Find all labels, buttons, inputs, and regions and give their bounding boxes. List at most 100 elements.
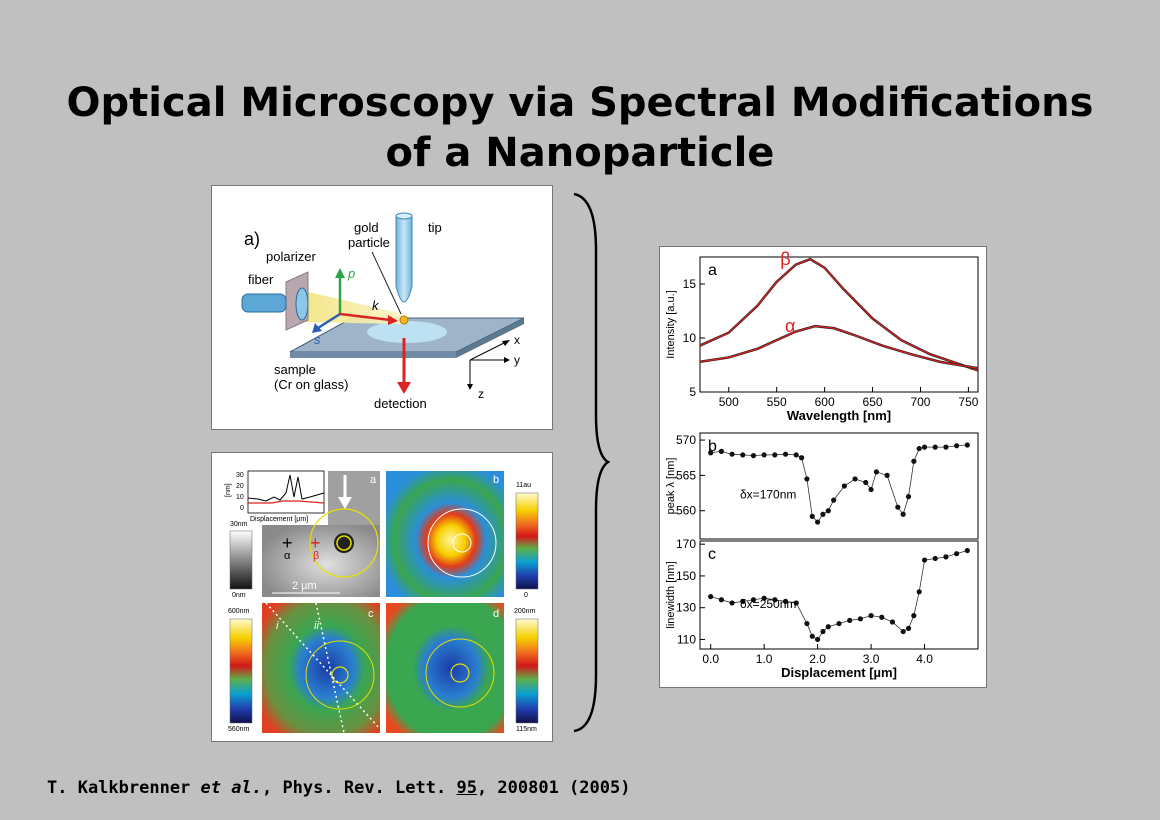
colorbar-a: 30nm 0nm bbox=[229, 521, 253, 599]
svg-text:600nm: 600nm bbox=[228, 608, 250, 615]
plot-c-point bbox=[943, 554, 949, 560]
svg-text:s: s bbox=[314, 332, 321, 347]
plot-a-xtick-label: 550 bbox=[767, 395, 787, 409]
plot-b-point bbox=[916, 445, 922, 452]
svg-text:β: β bbox=[313, 550, 319, 562]
plot-b-point bbox=[825, 508, 831, 514]
plot-b-frame bbox=[699, 432, 979, 540]
scan-maps-figure: [nm] 30 20 10 0 Displacement [µm] + α + … bbox=[211, 452, 553, 742]
svg-text:α: α bbox=[284, 550, 291, 562]
map-d-linewidth: d bbox=[386, 603, 504, 733]
plot-c-point bbox=[905, 625, 912, 631]
colorbar-b: 11au 0 bbox=[515, 482, 539, 599]
gold-particle bbox=[399, 315, 409, 325]
plot-a-label: a bbox=[708, 262, 717, 279]
svg-text:[nm]: [nm] bbox=[225, 483, 232, 497]
k-vector bbox=[339, 312, 391, 322]
map-b-intensity: b bbox=[386, 471, 504, 597]
plot-b-point bbox=[772, 452, 778, 458]
label-gold: gold bbox=[354, 220, 379, 235]
plot-c-point bbox=[782, 598, 789, 604]
scan-maps: [nm] 30 20 10 0 Displacement [µm] + α + … bbox=[225, 470, 539, 734]
plot-b-point bbox=[900, 511, 906, 517]
svg-text:115nm: 115nm bbox=[516, 726, 537, 733]
svg-text:p: p bbox=[347, 266, 355, 281]
inset-height-profile: [nm] 30 20 10 0 Displacement [µm] bbox=[225, 470, 325, 523]
line-ii bbox=[315, 602, 345, 734]
plot-b-point bbox=[718, 448, 724, 454]
colorbar-d: 200nm 115nm bbox=[514, 608, 539, 733]
plot-a-series-label-0: β bbox=[780, 249, 790, 269]
svg-text:Displacement [µm]: Displacement [µm] bbox=[250, 516, 308, 523]
plot-c-point bbox=[921, 557, 928, 563]
plot-c-ylabel: linewidth [nm] bbox=[665, 561, 677, 628]
svg-text:i: i bbox=[276, 620, 279, 632]
plot-c-point bbox=[847, 617, 853, 624]
plot-b-point bbox=[809, 513, 815, 519]
plot-c-ytick-label: 170 bbox=[676, 537, 696, 551]
plot-c-point bbox=[718, 597, 724, 603]
label-sample: sample bbox=[274, 362, 316, 377]
citation: T. Kalkbrenner et al., Phys. Rev. Lett. … bbox=[47, 778, 631, 798]
fiber-lens bbox=[295, 287, 309, 321]
setup-schematic-figure: a) gold particle tip polarizer fiber p k… bbox=[211, 185, 553, 430]
plot-a-series-label-1: α bbox=[785, 316, 795, 336]
plot-b-point bbox=[761, 452, 767, 458]
svg-text:x: x bbox=[514, 333, 520, 347]
probe-tip bbox=[395, 215, 413, 303]
svg-text:0: 0 bbox=[240, 505, 244, 512]
plot-b-point bbox=[740, 452, 746, 458]
spectral-plots-figure: a 5 10 15 500 550 600 650 700 750 Intensity [a.u.]… bbox=[659, 246, 987, 688]
plot-a-xlabel: Wavelength [nm] bbox=[787, 408, 891, 423]
plot-a-fit-1 bbox=[699, 325, 979, 369]
label-particle: particle bbox=[348, 235, 390, 250]
svg-text:0: 0 bbox=[524, 592, 528, 599]
setup-panel-label: a) bbox=[244, 229, 260, 249]
plot-a-xtick-label: 500 bbox=[719, 395, 739, 409]
plot-c-point bbox=[772, 597, 778, 603]
setup-schematic: a) gold particle tip polarizer fiber p k… bbox=[241, 212, 525, 411]
slide-title: Optical Microscopy via Spectral Modifica… bbox=[66, 80, 1094, 176]
plot-b-point bbox=[964, 442, 970, 448]
svg-text:200nm: 200nm bbox=[514, 608, 536, 615]
s-vector bbox=[317, 312, 341, 330]
label-polarizer: polarizer bbox=[266, 249, 317, 264]
plot-b-point bbox=[841, 483, 847, 489]
plot-c-xtick-label: 0.0 bbox=[702, 652, 719, 666]
plot-c-point bbox=[825, 624, 831, 630]
plot-a-fit-0 bbox=[699, 258, 979, 372]
plot-a-xtick-label: 650 bbox=[863, 395, 883, 409]
axis-x bbox=[469, 341, 507, 361]
plot-b-point bbox=[884, 472, 890, 478]
light-beam bbox=[300, 290, 402, 324]
plot-c-frame bbox=[699, 540, 979, 650]
svg-text:11au: 11au bbox=[516, 482, 531, 489]
plot-c-point bbox=[708, 593, 714, 600]
plot-a-ylabel: Intensity [a.u.] bbox=[665, 290, 677, 358]
plot-c-xtick-label: 3.0 bbox=[863, 652, 880, 666]
svg-text:30nm: 30nm bbox=[230, 521, 248, 528]
plot-b-point bbox=[815, 519, 821, 525]
spectral-plots: a 5 10 15 500 550 600 650 700 750 Intensity [a.u.]… bbox=[665, 249, 979, 680]
plot-b-line bbox=[710, 444, 968, 523]
plot-b-point bbox=[873, 469, 880, 475]
plot-b-point bbox=[868, 486, 874, 493]
plot-b-point bbox=[831, 497, 837, 503]
plot-c-point bbox=[804, 620, 810, 627]
plot-b-point bbox=[729, 451, 735, 457]
svg-text:y: y bbox=[514, 353, 520, 367]
svg-text:ii: ii bbox=[314, 620, 319, 632]
svg-text:z: z bbox=[478, 387, 484, 401]
plot-a-ytick-label: 10 bbox=[683, 331, 697, 345]
svg-text:+: + bbox=[282, 533, 293, 553]
plot-c-point bbox=[879, 614, 885, 620]
plot-c-annotation: δx=250nm bbox=[740, 597, 796, 611]
svg-text:0nm: 0nm bbox=[232, 592, 246, 599]
svg-text:b: b bbox=[493, 474, 499, 486]
plot-c-point bbox=[911, 613, 917, 619]
plot-c-point bbox=[916, 589, 922, 595]
plot-c-point bbox=[815, 636, 821, 643]
plot-c-label: c bbox=[708, 546, 716, 563]
plot-b-point bbox=[852, 476, 858, 482]
plot-c-point bbox=[889, 619, 896, 625]
